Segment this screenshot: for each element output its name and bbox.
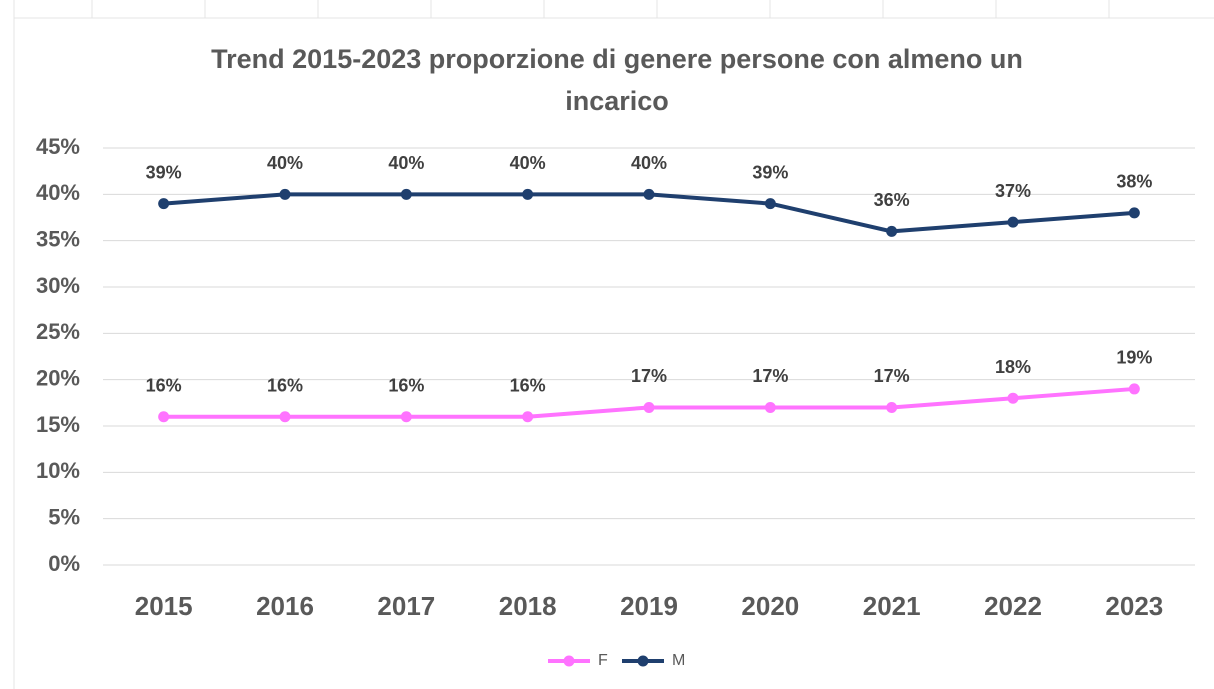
data-label: 38% [1116,172,1152,192]
y-tick-label: 35% [36,226,80,251]
x-tick-label: 2022 [984,591,1042,621]
data-label: 37% [995,181,1031,201]
point-marker [764,198,776,210]
y-tick-label: 15% [36,412,80,437]
point-marker [522,188,534,200]
data-label: 40% [510,153,546,173]
point-marker [1128,383,1140,395]
data-label: 16% [510,375,546,395]
data-label: 19% [1116,348,1152,368]
data-label: 16% [267,375,303,395]
y-tick-label: 10% [36,458,80,483]
legend-label: F [598,652,608,669]
data-label: 36% [874,190,910,210]
data-label: 17% [874,366,910,386]
y-tick-label: 25% [36,319,80,344]
data-label: 16% [146,375,182,395]
point-marker [522,411,534,423]
data-label: 40% [267,153,303,173]
data-label: 16% [388,375,424,395]
point-marker [158,411,170,423]
point-marker [1128,207,1140,219]
data-label: 40% [631,153,667,173]
series-line [163,192,1135,234]
point-marker [764,401,776,413]
x-tick-label: 2018 [499,591,557,621]
data-label: 18% [995,357,1031,377]
y-tick-label: 5% [48,504,80,529]
point-marker [279,188,291,200]
legend-marker [637,655,649,667]
x-tick-label: 2021 [863,591,921,621]
x-tick-label: 2019 [620,591,678,621]
point-marker [643,401,655,413]
legend-label: M [672,652,685,669]
y-tick-label: 20% [36,365,80,390]
y-tick-label: 40% [36,180,80,205]
y-tick-label: 30% [36,273,80,298]
x-tick-label: 2015 [135,591,193,621]
data-label: 39% [752,162,788,182]
y-tick-label: 0% [48,551,80,576]
sheet-lines [13,0,1214,689]
legend-marker [563,655,575,667]
x-tick-label: 2017 [377,591,435,621]
y-tick-label: 45% [36,134,80,159]
data-label: 17% [752,366,788,386]
point-marker [886,401,898,413]
point-marker [279,411,291,423]
point-marker [1007,216,1019,228]
point-marker [1007,392,1019,404]
point-marker [643,188,655,200]
x-tick-label: 2020 [741,591,799,621]
x-tick-label: 2023 [1105,591,1163,621]
data-label: 40% [388,153,424,173]
chart-title: Trend 2015-2023 proporzione di genere pe… [211,44,1023,116]
point-marker [400,411,412,423]
point-marker [158,198,170,210]
point-marker [886,225,898,237]
point-marker [400,188,412,200]
data-label: 39% [146,162,182,182]
data-label: 17% [631,366,667,386]
x-tick-label: 2016 [256,591,314,621]
